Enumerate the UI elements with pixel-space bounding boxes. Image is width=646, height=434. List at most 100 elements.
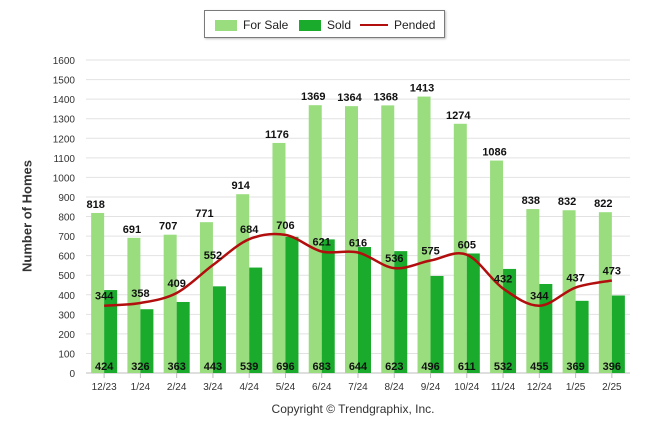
data-label-sold: 326 <box>131 361 149 373</box>
data-label-sold: 496 <box>421 361 439 373</box>
bar-for-sale <box>345 106 358 373</box>
y-axis-label: Number of Homes <box>19 160 35 272</box>
data-label-pended: 409 <box>167 278 185 290</box>
legend-item-pended: Pended <box>360 18 435 32</box>
data-label-sold: 696 <box>276 361 294 373</box>
data-label-sold: 539 <box>240 361 258 373</box>
copyright-credit: Copyright © Trendgraphix, Inc. <box>271 402 435 416</box>
y-tick-label: 1100 <box>53 154 75 165</box>
bar-for-sale <box>236 194 250 373</box>
y-tick-label: 1400 <box>53 95 76 106</box>
data-label-sold: 369 <box>566 361 584 373</box>
y-axis-ticks: 0 100 200 300 400 500 600 700 800 900 1000 1100 1200… <box>53 56 76 380</box>
data-label-pended: 621 <box>313 237 331 249</box>
x-tick-label: 6/24 <box>312 382 332 393</box>
data-label-pended: 706 <box>276 220 294 232</box>
bar-sold <box>611 295 625 373</box>
legend-swatch-sold <box>299 19 321 31</box>
data-label-pended: 358 <box>131 288 149 300</box>
bar-sold <box>285 236 299 373</box>
data-label-for-sale: 1274 <box>446 110 471 122</box>
data-label-pended: 575 <box>421 246 439 258</box>
data-labels: 818 424 691 326 707 363 771 443 914 539 1176 696 136… <box>86 83 621 373</box>
legend-item-sold: Sold <box>299 18 351 32</box>
data-label-pended: 552 <box>204 250 222 262</box>
bar-sold <box>176 301 190 373</box>
y-tick-label: 900 <box>58 193 75 204</box>
x-tick-label: 12/23 <box>92 382 117 393</box>
data-label-for-sale: 1413 <box>410 83 434 95</box>
data-label-sold: 443 <box>204 361 222 373</box>
y-tick-label: 200 <box>58 330 75 341</box>
bar-sold <box>140 309 154 373</box>
bar-for-sale <box>598 212 612 373</box>
data-label-for-sale: 832 <box>558 196 576 208</box>
y-tick-label: 1300 <box>53 115 76 126</box>
y-tick-label: 600 <box>58 252 75 263</box>
data-label-pended: 344 <box>95 291 114 303</box>
bar-for-sale <box>381 105 395 373</box>
y-tick-label: 500 <box>58 271 75 282</box>
bar-for-sale <box>199 222 213 373</box>
legend-label-for-sale: For Sale <box>243 18 289 32</box>
data-label-for-sale: 838 <box>522 195 540 207</box>
data-label-sold: 644 <box>349 361 368 373</box>
x-tick-label: 11/24 <box>491 382 516 393</box>
pended-line <box>104 232 613 307</box>
x-tick-label: 12/24 <box>527 382 552 393</box>
data-label-for-sale: 1369 <box>301 91 325 103</box>
x-tick-label: 10/24 <box>454 382 479 393</box>
legend-line-pended <box>360 24 388 26</box>
y-tick-label: 0 <box>69 369 75 380</box>
pended-line-layer <box>104 232 613 307</box>
data-label-for-sale: 1364 <box>337 92 362 104</box>
data-label-pended: 344 <box>530 291 549 303</box>
data-label-for-sale: 818 <box>86 199 104 211</box>
data-label-sold: 363 <box>167 361 185 373</box>
legend-item-for-sale: For Sale <box>215 18 288 32</box>
data-label-sold: 396 <box>603 361 621 373</box>
data-label-pended: 616 <box>349 237 367 249</box>
legend-label-pended: Pended <box>394 18 436 32</box>
data-label-sold: 532 <box>494 361 512 373</box>
data-label-pended: 605 <box>458 240 476 252</box>
bar-sold <box>104 290 118 373</box>
data-label-for-sale: 822 <box>594 198 612 210</box>
bar-sold <box>466 253 480 373</box>
data-label-sold: 683 <box>313 361 331 373</box>
y-tick-label: 400 <box>58 291 75 302</box>
bar-sold <box>249 267 263 373</box>
bar-for-sale <box>272 142 286 373</box>
bar-for-sale <box>417 96 431 373</box>
data-label-pended: 432 <box>494 273 512 285</box>
data-label-sold: 611 <box>458 361 476 373</box>
y-tick-label: 1000 <box>53 173 76 184</box>
data-label-sold: 623 <box>385 361 403 373</box>
bar-sold <box>358 247 371 373</box>
legend: For Sale Sold Pended <box>204 10 445 38</box>
x-tick-label: 1/25 <box>566 382 586 393</box>
y-tick-label: 1200 <box>53 134 76 145</box>
y-tick-label: 300 <box>58 310 75 321</box>
data-label-for-sale: 1368 <box>374 91 398 103</box>
legend-label-sold: Sold <box>327 18 352 32</box>
bar-for-sale <box>163 234 177 373</box>
bar-for-sale <box>91 212 105 373</box>
data-label-pended: 473 <box>603 265 621 277</box>
legend-swatch-for-sale <box>215 19 237 31</box>
bar-sold <box>321 239 335 373</box>
x-axis-ticks: 12/23 1/24 2/24 3/24 4/24 5/24 6/24 7/24 8/24 9/2… <box>92 373 622 393</box>
x-tick-label: 4/24 <box>239 382 259 393</box>
y-tick-label: 1500 <box>53 76 76 87</box>
x-tick-label: 9/24 <box>421 382 441 393</box>
data-label-sold: 455 <box>530 361 548 373</box>
bar-for-sale <box>308 105 322 373</box>
data-label-for-sale: 707 <box>159 221 177 233</box>
x-tick-label: 5/24 <box>276 382 296 393</box>
y-tick-label: 800 <box>58 213 75 224</box>
x-tick-label: 8/24 <box>385 382 405 393</box>
bar-sold <box>575 300 589 373</box>
data-label-for-sale: 691 <box>123 224 141 236</box>
data-label-sold: 424 <box>95 361 114 373</box>
